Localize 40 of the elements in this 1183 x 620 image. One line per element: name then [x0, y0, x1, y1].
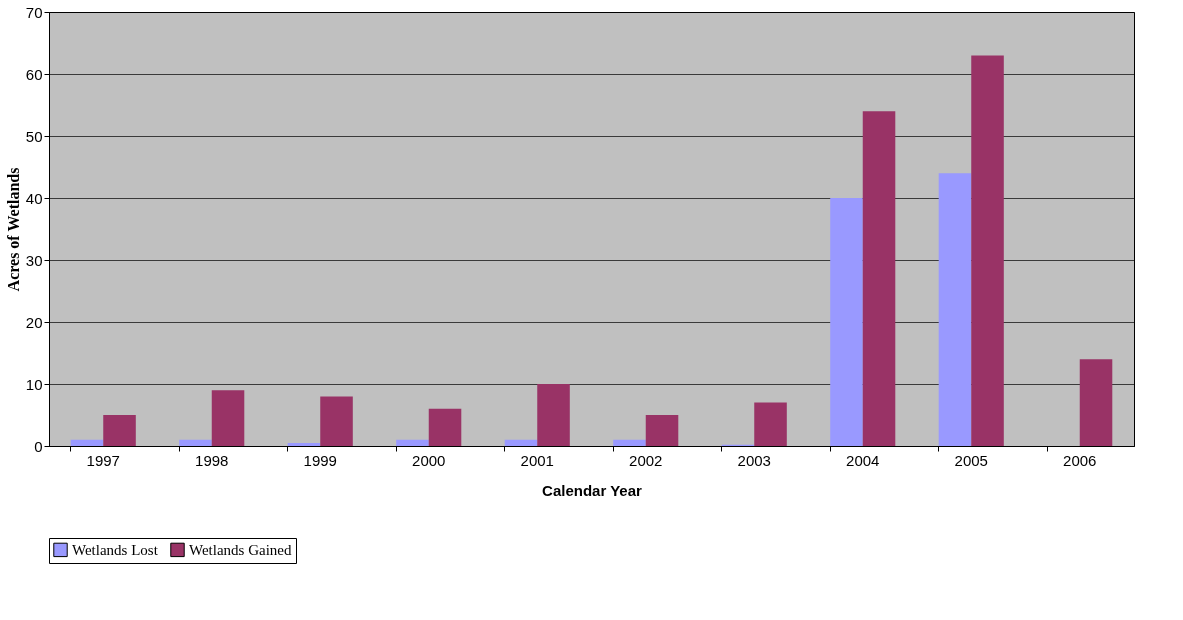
x-tick-label: 1998 — [195, 451, 229, 469]
legend-label: Wetlands Gained — [189, 541, 293, 558]
x-tick-label: 2000 — [412, 451, 446, 469]
y-tick-label: 30 — [25, 251, 43, 269]
bar — [971, 55, 1004, 446]
y-tick-label: 50 — [25, 127, 43, 145]
bar — [320, 396, 353, 446]
bar — [179, 439, 212, 446]
x-tick-label: 2006 — [1063, 451, 1097, 469]
x-tick-label: 2002 — [629, 451, 663, 469]
x-tick-label: 2001 — [520, 451, 554, 469]
bar — [830, 198, 863, 446]
bar — [428, 408, 462, 446]
legend-label: Wetlands Lost — [72, 541, 159, 558]
bar — [537, 384, 570, 446]
bar — [103, 415, 136, 446]
y-tick-label: 10 — [25, 375, 43, 393]
bar — [1079, 359, 1113, 446]
y-tick-label: 0 — [34, 437, 43, 455]
bar — [938, 173, 972, 446]
x-tick-label: 1997 — [86, 451, 120, 469]
bar — [613, 439, 646, 446]
bar — [287, 442, 321, 446]
y-tick-label: 40 — [25, 189, 43, 207]
x-tick-label: 2004 — [846, 451, 880, 469]
bar — [211, 390, 245, 446]
y-tick-label: 20 — [25, 313, 43, 331]
y-tick-label: 70 — [25, 3, 43, 21]
bar — [645, 415, 679, 446]
y-tick-label: 60 — [25, 65, 43, 83]
x-axis-title: Calendar Year — [542, 481, 643, 499]
bar — [396, 439, 429, 446]
bar — [862, 111, 896, 446]
bar — [504, 439, 538, 446]
bar — [754, 402, 787, 446]
x-tick-label: 2003 — [737, 451, 771, 469]
x-tick-label: 2005 — [954, 451, 988, 469]
bar — [70, 439, 104, 446]
y-axis-title: Acres of Wetlands — [4, 167, 22, 292]
x-tick-label: 1999 — [303, 451, 337, 469]
